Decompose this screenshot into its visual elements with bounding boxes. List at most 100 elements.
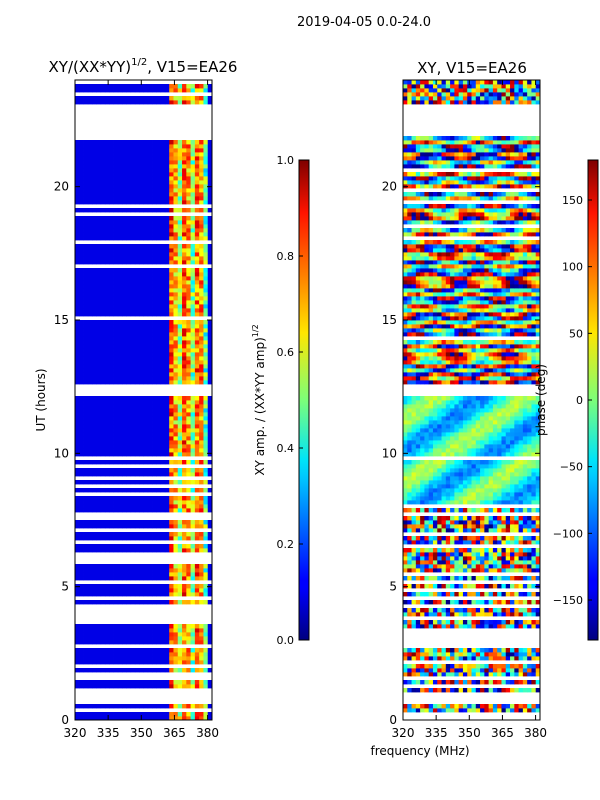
amplitude-cell — [207, 252, 212, 257]
amplitude-cell — [177, 432, 183, 437]
amplitude-cell — [75, 400, 80, 405]
amplitude-cell — [207, 444, 212, 449]
amplitude-cell — [152, 444, 157, 449]
amplitude-cell — [173, 424, 179, 429]
phase-cell — [475, 552, 481, 557]
amplitude-cell — [203, 88, 209, 93]
amplitude-cell — [186, 480, 191, 485]
amplitude-cell — [182, 344, 187, 349]
phase-cell — [450, 552, 455, 557]
phase-cell — [467, 576, 472, 581]
amplitude-cell — [199, 572, 204, 577]
phase-cell — [514, 560, 519, 565]
amplitude-cell — [104, 396, 110, 401]
amplitude-cell — [126, 248, 132, 253]
amplitude-cell — [75, 276, 80, 281]
amplitude-cell — [203, 216, 209, 221]
phase-cell — [407, 648, 412, 653]
amplitude-cell — [117, 592, 123, 597]
amplitude-cell — [96, 152, 102, 157]
amplitude-cell — [177, 536, 183, 541]
phase-cell — [510, 592, 515, 597]
amplitude-cell — [113, 96, 119, 101]
phase-cell — [501, 492, 507, 497]
amplitude-cell — [122, 196, 127, 201]
phase-cell — [535, 664, 540, 669]
amplitude-cell — [143, 704, 149, 709]
phase-cell — [415, 552, 421, 557]
amplitude-cell — [117, 636, 123, 641]
amplitude-cell — [79, 256, 84, 261]
amplitude-cell — [122, 236, 127, 241]
amplitude-cell — [113, 404, 119, 409]
phase-cell — [428, 460, 434, 465]
amplitude-cell — [207, 668, 212, 673]
amplitude-cell — [190, 220, 196, 225]
amplitude-cell — [75, 588, 80, 593]
amplitude-cell — [104, 588, 110, 593]
amplitude-cell — [83, 200, 89, 205]
amplitude-cell — [100, 84, 106, 89]
amplitude-cell — [113, 420, 119, 425]
amplitude-cell — [182, 248, 187, 253]
amplitude-cell — [186, 500, 191, 505]
amplitude-cell — [199, 636, 204, 641]
phase-cell — [501, 548, 507, 553]
amplitude-cell — [164, 440, 170, 445]
phase-cell — [531, 468, 537, 473]
amplitude-cell — [186, 536, 191, 541]
phase-cell — [403, 652, 408, 657]
amplitude-cell — [134, 224, 140, 229]
amplitude-cell — [117, 164, 123, 169]
amplitude-cell — [182, 268, 187, 273]
amplitude-cell — [143, 628, 149, 633]
amplitude-cell — [139, 488, 144, 493]
phase-cell — [471, 468, 477, 473]
amplitude-cell — [134, 284, 140, 289]
amplitude-cell — [207, 152, 212, 157]
amplitude-cell — [122, 260, 127, 265]
amplitude-cell — [199, 380, 204, 385]
phase-cell — [480, 584, 485, 589]
amplitude-cell — [186, 304, 191, 309]
phase-cell — [497, 528, 502, 533]
amplitude-cell — [104, 520, 110, 525]
amplitude-cell — [194, 592, 200, 597]
amplitude-cell — [117, 424, 123, 429]
amplitude-cell — [169, 520, 174, 525]
amplitude-cell — [152, 352, 157, 357]
amplitude-cell — [173, 260, 179, 265]
phase-cell — [467, 500, 472, 505]
amplitude-cell — [194, 684, 200, 689]
amplitude-cell — [169, 328, 174, 333]
amplitude-cell — [169, 368, 174, 373]
amplitude-cell — [194, 668, 200, 673]
amplitude-cell — [152, 568, 157, 573]
phase-cell — [403, 624, 408, 629]
amplitude-cell — [117, 524, 123, 529]
amplitude-cell — [186, 668, 191, 673]
amplitude-cell — [96, 452, 102, 457]
amplitude-cell — [92, 156, 97, 161]
phase-cell — [531, 668, 537, 673]
phase-cell — [458, 520, 464, 525]
amplitude-cell — [117, 460, 123, 465]
amplitude-cell — [126, 340, 132, 345]
phase-cell — [492, 556, 498, 561]
amplitude-cell — [79, 488, 84, 493]
amplitude-cell — [182, 332, 187, 337]
amplitude-cell — [100, 548, 106, 553]
amplitude-cell — [113, 176, 119, 181]
phase-cell — [480, 648, 485, 653]
amplitude-cell — [173, 248, 179, 253]
phase-cell — [432, 620, 438, 625]
amplitude-cell — [186, 532, 191, 537]
amplitude-cell — [83, 188, 89, 193]
amplitude-cell — [134, 368, 140, 373]
phase-cell — [475, 624, 481, 629]
amplitude-cell — [207, 340, 212, 345]
phase-cell — [514, 472, 519, 477]
amplitude-cell — [92, 488, 97, 493]
amplitude-cell — [117, 100, 123, 105]
amplitude-cell — [130, 380, 136, 385]
